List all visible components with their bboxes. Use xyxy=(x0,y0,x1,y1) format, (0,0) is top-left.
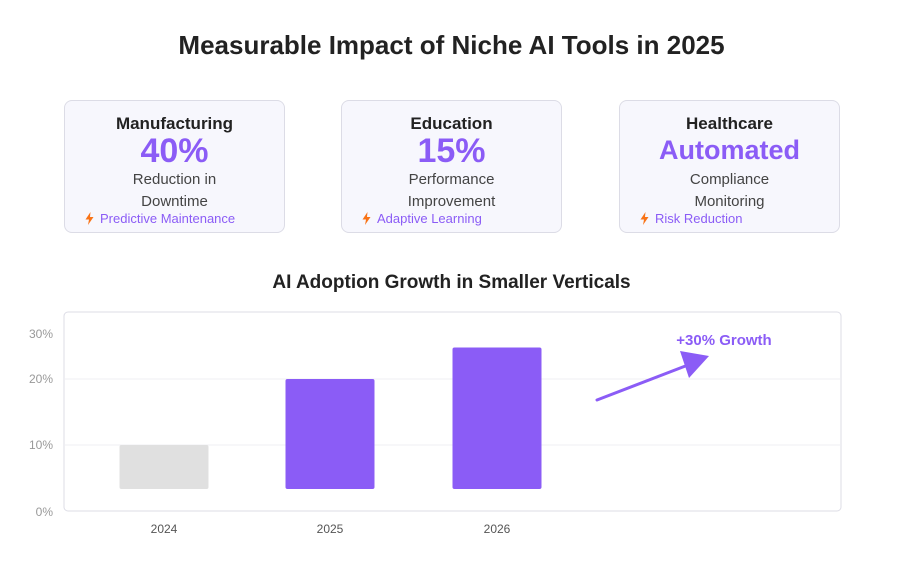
card-desc-line1: Reduction in xyxy=(132,171,217,188)
card-tag: Predictive Maintenance xyxy=(85,211,235,226)
card-tag-label: Adaptive Learning xyxy=(377,211,482,226)
card-tag: Adaptive Learning xyxy=(362,211,482,226)
y-axis: 0% 10% 20% 30% xyxy=(29,327,53,519)
card-desc-line1: Compliance xyxy=(689,171,770,188)
card-desc-line1: Performance xyxy=(408,171,495,188)
bar-2024 xyxy=(119,445,209,489)
x-tick-label: 2025 xyxy=(317,522,344,536)
stat-card-education: Education 15% Performance Improvement Ad… xyxy=(341,100,562,233)
card-tag-label: Risk Reduction xyxy=(655,211,743,226)
y-tick-label: 30% xyxy=(29,327,53,341)
page-title: Measurable Impact of Niche AI Tools in 2… xyxy=(178,30,725,60)
stat-card-healthcare: Healthcare Automated Compliance Monitori… xyxy=(619,100,840,233)
card-value: 15% xyxy=(417,132,486,170)
card-desc-line2: Improvement xyxy=(407,193,496,210)
card-title: Manufacturing xyxy=(115,114,234,133)
card-description: Reduction in Downtime xyxy=(65,169,284,213)
card-value: Automated xyxy=(659,135,800,165)
y-tick-label: 0% xyxy=(36,505,54,519)
card-desc-line2: Downtime xyxy=(141,193,208,210)
lightning-bolt-icon xyxy=(640,212,649,225)
bar-2026 xyxy=(452,347,542,489)
growth-arrow-shaft xyxy=(595,363,690,402)
x-tick-label: 2024 xyxy=(151,522,178,536)
card-tag: Risk Reduction xyxy=(640,211,742,226)
adoption-bar-chart: 0% 10% 20% 30% 2024 2025 2026 +30% Growth xyxy=(29,311,842,536)
card-title: Education xyxy=(410,114,493,133)
card-desc-line2: Monitoring xyxy=(694,193,765,210)
x-axis: 2024 2025 2026 xyxy=(151,522,511,536)
bar-2025 xyxy=(285,379,375,489)
card-title: Healthcare xyxy=(686,114,773,133)
x-tick-label: 2026 xyxy=(484,522,511,536)
lightning-bolt-icon xyxy=(362,212,371,225)
lightning-bolt-icon xyxy=(85,212,94,225)
growth-arrow-icon xyxy=(680,351,709,378)
card-description: Performance Improvement xyxy=(342,169,561,213)
growth-annotation-label: +30% Growth xyxy=(676,332,771,349)
chart-title: AI Adoption Growth in Smaller Verticals xyxy=(272,272,631,293)
card-tag-label: Predictive Maintenance xyxy=(100,211,236,226)
growth-annotation: +30% Growth xyxy=(595,332,772,402)
card-value: 40% xyxy=(140,132,209,170)
y-tick-label: 10% xyxy=(29,438,53,452)
y-tick-label: 20% xyxy=(29,372,53,386)
bars xyxy=(119,347,542,489)
card-description: Compliance Monitoring xyxy=(620,169,839,213)
stat-card-manufacturing: Manufacturing 40% Reduction in Downtime … xyxy=(64,100,285,233)
